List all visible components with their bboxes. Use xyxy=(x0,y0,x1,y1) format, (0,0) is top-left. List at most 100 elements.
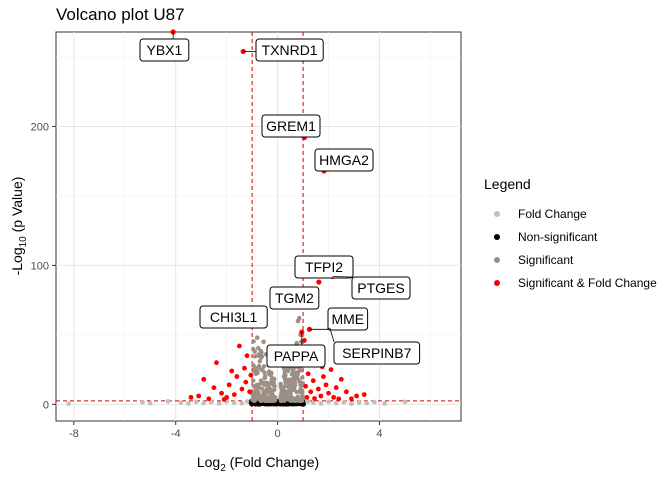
point-significant xyxy=(262,375,268,381)
point-significant xyxy=(295,376,300,381)
gene-label-box xyxy=(327,307,369,331)
point-significant xyxy=(256,345,261,351)
x-axis-title-main: Log xyxy=(197,454,220,470)
gene-label-text: TFPI2 xyxy=(305,259,343,275)
point-significant-fold-change xyxy=(247,389,252,395)
gene-label-box xyxy=(199,305,268,329)
y-axis-title-sub: 10 xyxy=(18,236,29,248)
point-significant-fold-change xyxy=(336,396,342,402)
point-non-significant xyxy=(283,401,289,407)
legend-swatch-significant xyxy=(494,256,500,263)
point-significant xyxy=(295,318,301,324)
point-significant xyxy=(268,371,274,377)
point-significant-fold-change xyxy=(361,392,367,398)
point-fold-change xyxy=(372,399,377,405)
point-fold-change xyxy=(318,401,324,406)
point-significant-fold-change xyxy=(333,385,339,391)
point-labeled-gene xyxy=(316,279,322,285)
x-axis-title-sub: 2 xyxy=(220,463,226,474)
point-significant-fold-change xyxy=(244,353,250,359)
point-significant-fold-change xyxy=(196,393,202,399)
point-significant xyxy=(288,390,293,396)
point-significant xyxy=(291,398,297,403)
gene-label-box xyxy=(261,114,321,138)
point-significant-fold-change xyxy=(214,360,219,366)
legend-label-non-significant: Non-significant xyxy=(518,229,598,244)
point-significant-fold-change xyxy=(201,376,207,382)
point-significant xyxy=(265,382,270,388)
point-significant xyxy=(259,355,264,360)
x-axis-title-rest: (Fold Change) xyxy=(226,454,319,470)
point-fold-change xyxy=(232,400,237,406)
point-significant xyxy=(279,393,284,399)
point-significant-fold-change xyxy=(338,376,344,382)
y-axis-title: -Log10 (p Value) xyxy=(9,177,29,276)
point-non-significant xyxy=(301,402,306,407)
gene-label-box xyxy=(314,148,374,172)
point-significant xyxy=(294,340,300,346)
point-significant xyxy=(261,339,266,345)
y-axis-title-main: -Log xyxy=(9,247,25,275)
point-non-significant xyxy=(267,402,272,407)
point-significant-fold-change xyxy=(243,379,249,385)
x-tick-label: 0 xyxy=(275,428,281,440)
gene-label: TGM2 xyxy=(269,286,320,310)
point-significant-fold-change xyxy=(239,386,245,392)
point-significant xyxy=(251,378,256,383)
point-significant xyxy=(285,368,291,374)
point-significant xyxy=(267,388,273,393)
gene-label-text: PTGES xyxy=(357,280,404,296)
point-fold-change xyxy=(239,401,245,406)
point-fold-change xyxy=(66,401,72,407)
point-fold-change xyxy=(186,401,191,406)
point-significant-fold-change xyxy=(236,343,242,349)
point-significant xyxy=(283,373,288,378)
point-significant-fold-change xyxy=(303,383,309,389)
point-significant-fold-change xyxy=(354,393,359,399)
point-significant xyxy=(260,367,265,372)
point-significant-fold-change xyxy=(301,338,307,343)
point-significant xyxy=(289,372,295,377)
point-significant xyxy=(251,398,256,403)
point-fold-change xyxy=(209,400,214,405)
point-significant xyxy=(284,389,289,395)
legend-item-fold-change: Fold Change xyxy=(484,202,657,225)
point-significant xyxy=(251,339,256,344)
axis-ticks: -8 -4 0 4 0 100 200 xyxy=(31,121,383,440)
point-fold-change xyxy=(165,398,171,404)
point-significant xyxy=(280,385,285,390)
point-significant-fold-change xyxy=(211,385,217,391)
gene-label: PTGES xyxy=(351,276,411,300)
x-axis-title: Log2 (Fold Change) xyxy=(197,454,319,474)
gene-label: GREM1 xyxy=(261,114,321,138)
legend-swatch-fold-change xyxy=(494,210,500,217)
legend-swatch-non-significant xyxy=(494,233,500,240)
point-fold-change xyxy=(356,400,362,405)
point-significant-fold-change xyxy=(315,386,321,392)
point-fold-change xyxy=(326,399,331,404)
point-significant-fold-change xyxy=(231,392,237,398)
gene-label-text: MME xyxy=(331,311,364,327)
point-significant xyxy=(252,349,257,354)
legend-item-non-significant: Non-significant xyxy=(484,225,657,248)
point-significant xyxy=(293,372,298,378)
point-significant-fold-change xyxy=(323,382,329,388)
point-fold-change xyxy=(310,400,316,406)
y-axis-title-rest: (p Value) xyxy=(9,177,25,237)
point-significant-fold-change xyxy=(206,396,212,402)
gene-label-connector xyxy=(329,327,335,343)
point-significant-fold-change xyxy=(312,396,317,401)
legend-label-significant: Significant xyxy=(518,252,574,267)
gene-label-text: TGM2 xyxy=(275,290,314,306)
gene-label: MME xyxy=(327,307,369,331)
point-significant xyxy=(256,363,262,369)
point-fold-change xyxy=(349,401,354,407)
point-significant xyxy=(251,363,256,368)
point-fold-change xyxy=(341,399,347,405)
point-significant xyxy=(257,397,262,402)
gene-label-text: YBX1 xyxy=(146,42,182,58)
point-significant xyxy=(258,348,263,354)
gene-labels: YBX1 TXNRD1 GREM1 HMGA2 TFPI2 PTGES TGM2 MME CHI… xyxy=(139,32,421,368)
gene-label-box xyxy=(351,276,411,300)
gene-label-box xyxy=(294,255,354,279)
